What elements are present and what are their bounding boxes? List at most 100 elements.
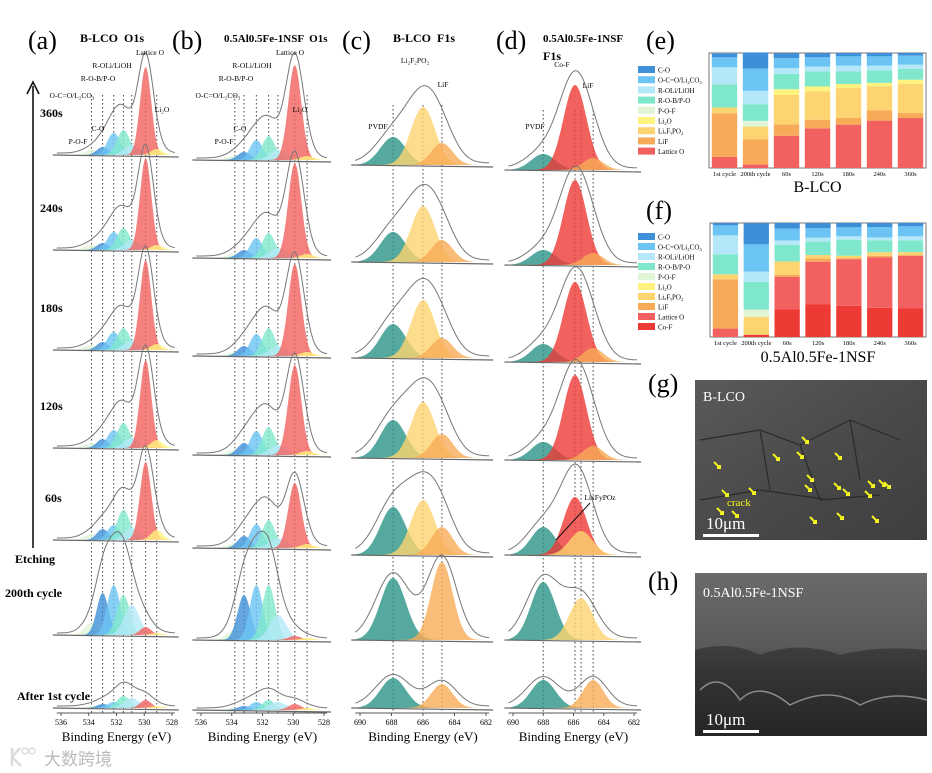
envelope-curve	[196, 471, 328, 547]
envelope-curve	[508, 165, 638, 264]
bar-segment-o-c-o-li2co3	[897, 226, 924, 237]
spectrum-row	[504, 675, 642, 711]
bar-segment-r-o-b-p-o	[711, 84, 738, 108]
bar-segment-c-o	[867, 223, 893, 228]
peak-annotation: LixFyPOz	[584, 493, 616, 502]
component-peak-li2o	[56, 706, 175, 708]
row-label: 240s	[40, 201, 63, 215]
baseline	[192, 709, 332, 713]
envelope-curve	[56, 681, 175, 707]
bar-segment-lixfypoz	[774, 261, 800, 275]
bar-segment-r-o-b-p-o	[774, 244, 800, 262]
component-peak-pvdf	[355, 137, 490, 165]
bar-segment-lif	[867, 255, 893, 258]
bar-segment-lif	[897, 254, 924, 256]
legend-swatch	[638, 106, 655, 114]
category-label: 360s	[904, 171, 917, 178]
legend-swatch	[638, 283, 655, 290]
component-peak-p-o-f	[56, 345, 175, 350]
component-peak-co-f	[508, 497, 638, 555]
legend-swatch	[638, 233, 655, 240]
bar-segment-co-f	[836, 305, 862, 337]
bar-segment-o-c-o-li2co3	[805, 228, 831, 238]
bar-segment-o-c-o-li2co3	[742, 68, 769, 91]
legend-swatch	[638, 76, 655, 84]
bar-segment-lattice-o	[835, 124, 862, 168]
arrow-icon	[801, 436, 809, 444]
baseline	[52, 634, 179, 638]
component-peak-lif	[355, 338, 490, 358]
x-tick-label: 682	[628, 718, 640, 727]
baseline	[504, 264, 642, 268]
x-tick-label: 534	[83, 718, 95, 727]
bar-segment-p-o-f	[743, 309, 769, 317]
bar-segment-c-o	[804, 53, 831, 58]
baseline	[351, 639, 494, 643]
sem-image-h	[695, 573, 928, 736]
spectrum-row: 120s	[40, 344, 179, 451]
row-label: After 1st cycle	[17, 689, 91, 703]
envelope-curve	[56, 143, 175, 249]
x-axis-label: Binding Energy (eV)	[368, 729, 478, 744]
baseline	[52, 154, 179, 158]
component-peak-p-o-f	[196, 708, 328, 710]
baseline	[504, 361, 642, 365]
sem-g-scale-bar	[703, 534, 759, 537]
peak-annotation: Li₂F₂PO₂	[401, 56, 430, 65]
arrow-icon	[836, 512, 844, 520]
category-label: 60s	[783, 340, 793, 347]
legend-label: Li₂O	[658, 284, 672, 292]
arrow-icon	[721, 489, 729, 497]
sem-image-g	[695, 380, 927, 540]
sem-g-label: B-LCO	[703, 390, 745, 405]
component-peak-p-o-f	[196, 352, 328, 356]
peak-annotation: O-C=O/L₂CO₃	[50, 91, 95, 100]
component-peak-lixfypoz	[508, 531, 638, 555]
arrow-icon	[806, 474, 814, 482]
bar-segment-o-c-o-li2co3	[867, 227, 893, 238]
legend-label: P-O-F	[658, 107, 676, 115]
envelope-curve	[196, 251, 328, 355]
panel-d: 690 688 686 684 682 Binding Energy (eV) Co-F PV…	[504, 60, 642, 744]
legend-swatch	[638, 323, 655, 330]
bar-segment-lattice-o	[804, 128, 831, 168]
legend-swatch	[638, 243, 655, 250]
component-peak-li2o	[196, 156, 328, 160]
panel-letter-b: (b)	[172, 26, 202, 55]
legend-swatch	[638, 127, 655, 135]
component-peak-o-c-o-l2co3	[56, 585, 175, 635]
component-peak-co-f	[508, 282, 638, 362]
bar-segment-o-c-o-li2co3	[774, 228, 800, 241]
component-peak-pvdf	[355, 232, 490, 262]
spectrum-row	[192, 352, 332, 458]
category-label: 1st cycle	[714, 340, 737, 347]
bar-segment-c-o	[742, 52, 769, 69]
bar-segment-r-o-b-p-o	[867, 240, 893, 253]
component-peak-li2o	[196, 544, 328, 548]
component-peak-r-o-b-p-o	[196, 328, 328, 356]
bar-segment-li2o	[897, 79, 924, 85]
bar-segment-r-oli-lioh	[743, 271, 769, 282]
component-peak-r-o-b-p-o	[56, 130, 175, 155]
arrow-icon	[716, 507, 724, 515]
bar-segment-lif	[742, 139, 769, 165]
sem-g-scale-label: 10μm	[706, 514, 745, 533]
x-tick-label: 688	[537, 718, 549, 727]
baseline	[192, 257, 332, 261]
baseline	[52, 447, 179, 451]
legend-label: LiₓFᵧPO₂	[658, 294, 684, 302]
bar-segment-r-o-b-p-o	[773, 73, 800, 90]
legend-swatch	[638, 313, 655, 320]
panel-b-title: 0.5Al0.5Fe-1NSF O1s	[224, 33, 328, 45]
category-label: 60s	[782, 171, 792, 178]
x-tick-label: 532	[111, 718, 123, 727]
envelope-curve	[355, 183, 490, 261]
peak-annotation: C-O	[92, 124, 106, 133]
xps-spectra: 360s 240s 180s 120s 60s 200th cycle After 1st …	[5, 48, 642, 744]
baseline	[351, 164, 494, 168]
bar-segment-lixfypoz	[773, 94, 800, 125]
bar-segment-r-oli-lioh	[897, 236, 924, 241]
component-peak-lixfypoz	[508, 598, 638, 640]
category-label: 120s	[811, 171, 824, 178]
bar-segment-lattice-o	[897, 117, 924, 168]
